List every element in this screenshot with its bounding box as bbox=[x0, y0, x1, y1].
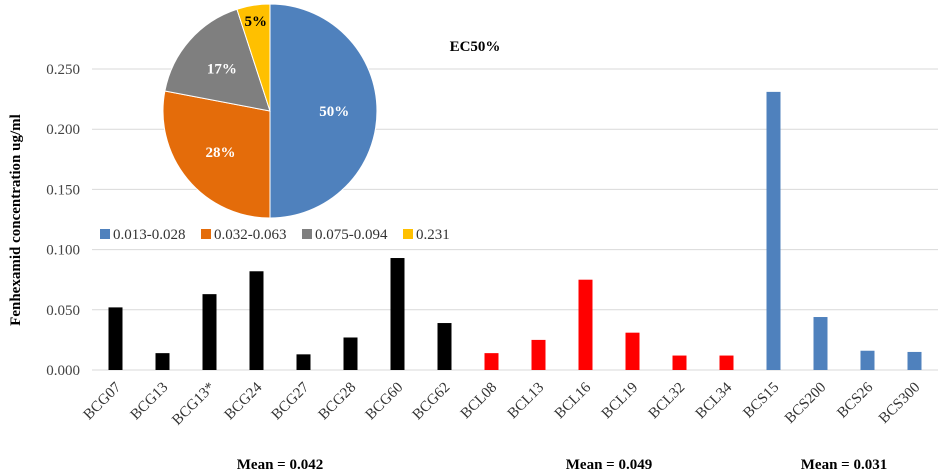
legend-label: 0.231 bbox=[416, 227, 450, 243]
bar-bcl16 bbox=[578, 279, 593, 370]
group-mean-label: Mean = 0.042 bbox=[237, 457, 323, 473]
pie-slice-4 bbox=[236, 3, 271, 112]
legend-swatch bbox=[100, 229, 110, 239]
x-tick-label: BCL08 bbox=[458, 380, 501, 423]
y-tick-label: 0.250 bbox=[46, 62, 80, 78]
bar-bcl34 bbox=[719, 355, 734, 370]
legend-label: 0.013-0.028 bbox=[113, 227, 186, 243]
x-tick-label: BCS300 bbox=[876, 380, 923, 427]
x-tick-label: BCG24 bbox=[222, 379, 266, 423]
x-tick-label: BCG60 bbox=[363, 380, 407, 424]
bar-bcl32 bbox=[672, 355, 687, 370]
x-tick-label: BCG13* bbox=[169, 380, 218, 429]
chart-title: EC50% bbox=[450, 39, 501, 55]
bar-bcl08 bbox=[484, 353, 499, 370]
pie-slice-label: 50% bbox=[319, 104, 349, 120]
bar-bcs15 bbox=[766, 91, 781, 370]
pie-slice-1 bbox=[269, 3, 378, 219]
x-tick-label: BCL32 bbox=[646, 380, 689, 423]
legend-swatch bbox=[201, 229, 211, 239]
bar-bcg13-star bbox=[202, 294, 217, 370]
group-means: Mean = 0.042 Mean = 0.049 Mean = 0.031 bbox=[237, 457, 887, 473]
pie-slice-3 bbox=[164, 8, 271, 112]
legend-swatch bbox=[403, 229, 413, 239]
bar-bcg13 bbox=[155, 353, 170, 370]
x-tick-label: BCL34 bbox=[693, 379, 736, 422]
y-axis-ticks: 0.000 0.050 0.100 0.150 0.200 0.250 bbox=[46, 62, 80, 379]
pie-slice-2 bbox=[162, 90, 271, 219]
x-tick-label: BCG07 bbox=[81, 379, 125, 423]
x-tick-label: BCG62 bbox=[410, 380, 454, 424]
x-tick-label: BCG13 bbox=[128, 380, 172, 424]
group-mean-label: Mean = 0.031 bbox=[801, 457, 887, 473]
y-tick-label: 0.100 bbox=[46, 243, 80, 259]
y-tick-label: 0.200 bbox=[46, 122, 80, 138]
bar-bcs200 bbox=[813, 317, 828, 370]
group-mean-label: Mean = 0.049 bbox=[566, 457, 652, 473]
bar-bcl13 bbox=[531, 339, 546, 370]
x-tick-label: BCS15 bbox=[740, 380, 782, 422]
legend-swatch bbox=[302, 229, 312, 239]
x-tick-label: BCL19 bbox=[599, 380, 642, 423]
legend-label: 0.075-0.094 bbox=[315, 227, 388, 243]
bar-bcg60 bbox=[390, 258, 405, 370]
y-tick-label: 0.050 bbox=[46, 303, 80, 319]
bar-bcg24 bbox=[249, 271, 264, 370]
y-tick-label: 0.000 bbox=[46, 363, 80, 379]
x-tick-label: BCS200 bbox=[782, 380, 829, 427]
pie-slice-label: 28% bbox=[206, 145, 236, 161]
x-tick-label: BCG28 bbox=[316, 380, 360, 424]
x-tick-label: BCS26 bbox=[834, 379, 876, 421]
x-tick-label: BCL16 bbox=[552, 379, 595, 422]
x-tick-label: BCL13 bbox=[505, 380, 548, 423]
bar-bcl19 bbox=[625, 332, 640, 370]
bar-bcg62 bbox=[437, 323, 452, 370]
pie-slice-label: 17% bbox=[207, 62, 237, 78]
bar-bcg28 bbox=[343, 337, 358, 370]
bar-bcs26 bbox=[860, 350, 875, 370]
bar-bcg27 bbox=[296, 354, 311, 370]
bar-bcs300 bbox=[907, 351, 922, 370]
pie-legend: 0.013-0.028 0.032-0.063 0.075-0.094 0.231 bbox=[100, 227, 450, 243]
y-tick-label: 0.150 bbox=[46, 182, 80, 198]
pie-slice-label: 5% bbox=[245, 14, 268, 30]
pie-chart: 50% 28% 17% 5% bbox=[162, 3, 378, 219]
y-axis-label: Fenhexamid concentration ug/ml bbox=[8, 114, 24, 326]
legend-label: 0.032-0.063 bbox=[214, 227, 287, 243]
bars bbox=[108, 91, 922, 370]
x-tick-label: BCG27 bbox=[269, 379, 313, 423]
bar-bcg07 bbox=[108, 307, 123, 370]
